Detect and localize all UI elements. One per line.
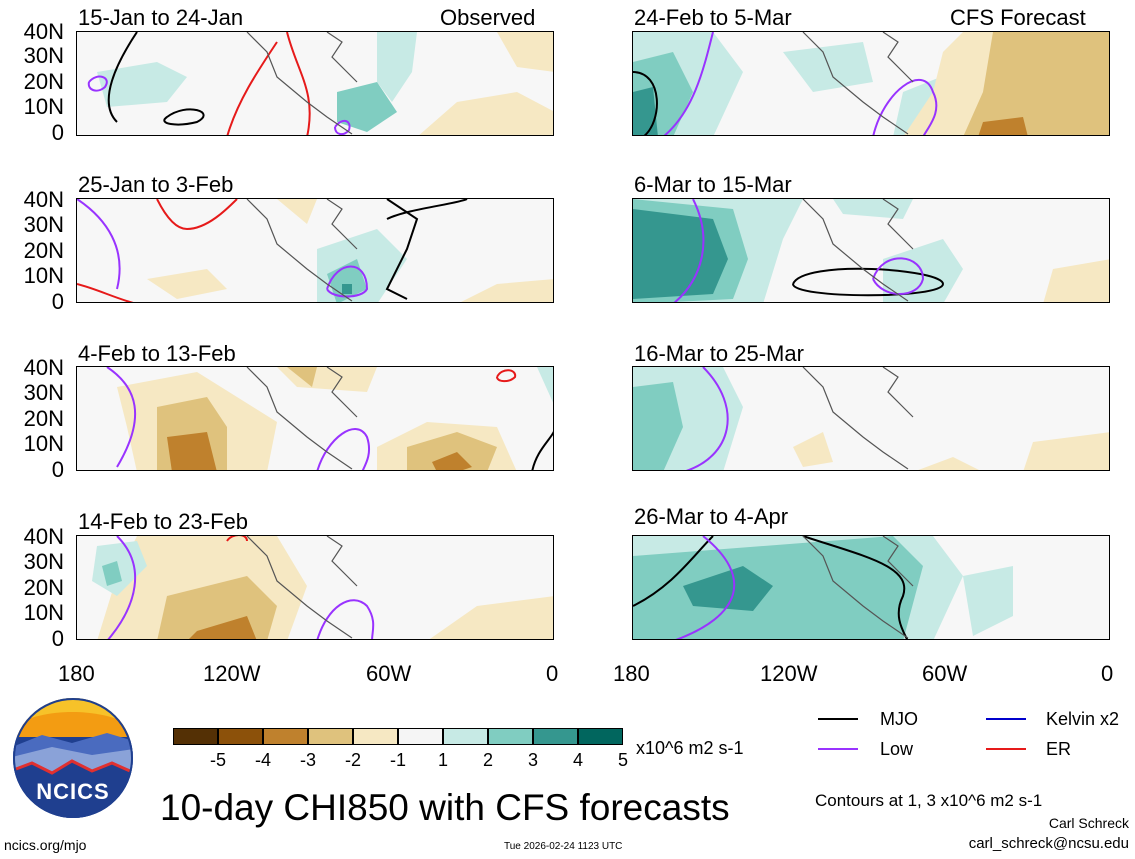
panel-title-6: 16-Mar to 25-Mar (634, 341, 804, 366)
colorbar-label: 2 (482, 750, 493, 770)
y-tick-10n: 10N (23, 431, 64, 456)
y-tick-40n: 40N (23, 187, 64, 212)
x-tick-60w-left: 60W (366, 661, 412, 686)
anomaly-map (106, 367, 553, 470)
colorbar-label: 1 (437, 750, 448, 770)
y-tick-0: 0 (51, 457, 64, 482)
colorbar-swatch (488, 728, 533, 745)
colorbar-label: -3 (299, 750, 316, 770)
ncics-logo: NCICS (12, 697, 134, 819)
footer-timestamp: Tue 2026-02-24 1123 UTC (504, 841, 623, 852)
anomaly-map (633, 367, 1109, 470)
x-tick-60w-right: 60W (922, 661, 968, 686)
map-panel-8 (632, 535, 1110, 640)
author-email: carl_schreck@ncsu.edu (968, 835, 1129, 852)
y-tick-40n: 40N (23, 355, 64, 380)
y-tick-30n: 30N (23, 212, 64, 237)
y-tick-30n: 30N (23, 549, 64, 574)
anomaly-map (87, 32, 553, 135)
y-tick-40n: 40N (23, 524, 64, 549)
legend-label-low: Low (880, 739, 914, 759)
legend-swatch-mjo (818, 718, 858, 720)
y-tick-10n: 10N (23, 600, 64, 625)
colorbar-swatch (218, 728, 263, 745)
colorbar-label: -4 (254, 750, 271, 770)
x-tick-180-left: 180 (58, 661, 95, 686)
colorbar-units: x10^6 m2 s-1 (636, 738, 744, 758)
anomaly-map (633, 536, 1013, 639)
figure-title: 10-day CHI850 with CFS forecasts (160, 787, 730, 828)
map-panel-1 (76, 31, 554, 136)
panel-title-5: 4-Feb to 13-Feb (78, 341, 236, 366)
y-tick-20n: 20N (23, 406, 64, 431)
y-tick-40n: 40N (23, 19, 64, 44)
contours-note: Contours at 1, 3 x10^6 m2 s-1 (815, 791, 1043, 810)
colorbar-label: 3 (527, 750, 538, 770)
y-tick-10n: 10N (23, 263, 64, 288)
x-tick-0-left: 0 (546, 661, 559, 686)
colorbar-swatch (308, 728, 353, 745)
colorbar-swatch (173, 728, 218, 745)
y-tick-30n: 30N (23, 380, 64, 405)
colorbar-label: 4 (572, 750, 583, 770)
colorbar-label: 5 (617, 750, 628, 770)
colorbar-label: -2 (344, 750, 361, 770)
panel-title-3: 25-Jan to 3-Feb (78, 172, 234, 197)
anomaly-map (633, 32, 1109, 135)
colorbar-label: -1 (389, 750, 406, 770)
x-tick-0-right: 0 (1101, 661, 1114, 686)
colorbar-swatch (578, 728, 623, 745)
y-tick-0: 0 (51, 289, 64, 314)
map-panel-3 (76, 198, 554, 303)
logo-emblem-icon (13, 698, 133, 818)
panel-title-1: 15-Jan to 24-Jan (78, 5, 244, 30)
legend-label-er: ER (1046, 739, 1072, 759)
x-tick-180-right: 180 (613, 661, 650, 686)
y-tick-30n: 30N (23, 43, 64, 68)
map-panel-4 (632, 198, 1110, 303)
map-panel-6 (632, 366, 1110, 471)
colorbar-swatch (533, 728, 578, 745)
colorbar-swatch (263, 728, 308, 745)
footer-url: ncics.org/mjo (4, 837, 87, 853)
y-tick-10n: 10N (23, 94, 64, 119)
anomaly-map (633, 199, 1109, 302)
author-name: Carl Schreck (1048, 815, 1129, 831)
logo-text: NCICS (36, 779, 110, 804)
legend-swatch-er (986, 748, 1026, 750)
y-tick-20n: 20N (23, 238, 64, 263)
map-panel-7 (76, 535, 554, 640)
y-tick-20n: 20N (23, 575, 64, 600)
colorbar-swatch (443, 728, 488, 745)
colorbar-swatch (353, 728, 398, 745)
legend-label-kelvin: Kelvin x2 (1046, 709, 1120, 729)
map-panel-5 (76, 366, 554, 471)
panel-title-4: 6-Mar to 15-Mar (634, 172, 792, 197)
anomaly-map (92, 536, 553, 639)
panel-title-7: 14-Feb to 23-Feb (78, 509, 248, 534)
x-tick-120w-right: 120W (760, 661, 818, 686)
panel-tag-forecast: CFS Forecast (950, 5, 1086, 30)
y-tick-0: 0 (51, 626, 64, 651)
colorbar-label: -5 (209, 750, 226, 770)
legend-swatch-kelvin (986, 718, 1026, 720)
x-tick-120w-left: 120W (203, 661, 261, 686)
y-tick-20n: 20N (23, 69, 64, 94)
map-panel-2 (632, 31, 1110, 136)
legend-label-mjo: MJO (880, 709, 918, 729)
legend-swatch-low (818, 748, 858, 750)
y-tick-0: 0 (51, 120, 64, 145)
panel-title-2: 24-Feb to 5-Mar (634, 5, 792, 30)
colorbar-swatch (398, 728, 443, 745)
panel-tag-observed: Observed (440, 5, 536, 30)
panel-title-8: 26-Mar to 4-Apr (634, 504, 789, 529)
anomaly-map (77, 199, 553, 302)
